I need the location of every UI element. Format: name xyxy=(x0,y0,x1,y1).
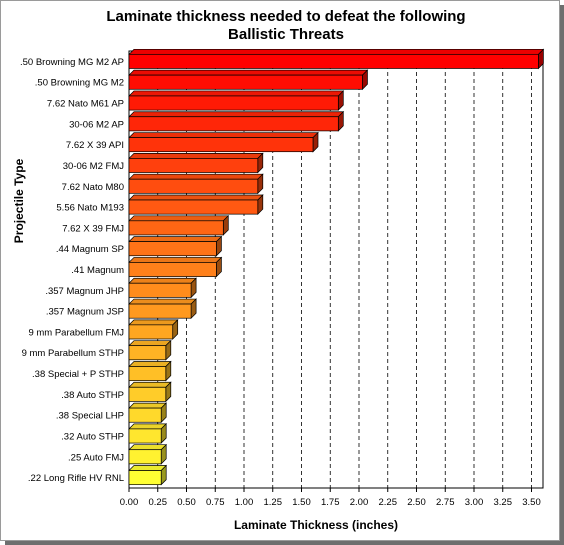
x-tick-labels: 0.00 0.25 0.50 0.75 1.00 1.25 1.50 1.75 2.00 2.25… xyxy=(120,488,541,508)
category-label: .50 Browning MG M2 AP xyxy=(20,57,124,68)
category-label: .22 Long Rifle HV RNL xyxy=(28,473,124,484)
x-tick-label: 0.00 xyxy=(120,497,139,508)
bar xyxy=(128,360,172,382)
category-label: .44 Magnum SP xyxy=(56,244,124,255)
category-label: .38 Special LHP xyxy=(56,411,124,422)
category-label: 7.62 X 39 FMJ xyxy=(62,223,124,234)
bar xyxy=(128,423,168,444)
bar xyxy=(128,48,545,70)
bar xyxy=(128,90,345,111)
bar xyxy=(128,319,179,340)
x-tick-label: 0.25 xyxy=(149,497,168,508)
bar xyxy=(128,131,319,153)
x-tick-label: 2.25 xyxy=(379,497,398,508)
bar xyxy=(128,256,223,278)
bar xyxy=(128,464,168,486)
x-tick-label: 3.50 xyxy=(522,497,541,508)
bar xyxy=(128,214,230,236)
category-label: 30-06 M2 AP xyxy=(69,119,124,130)
category-label: 5.56 Nato M193 xyxy=(56,203,124,214)
x-tick-label: 1.00 xyxy=(235,497,254,508)
bar xyxy=(128,339,172,361)
category-label: .25 Auto FMJ xyxy=(68,452,124,463)
category-label: .50 Browning MG M2 xyxy=(35,78,124,89)
category-label: .357 Magnum JSP xyxy=(46,307,124,318)
category-label: .41 Magnum xyxy=(71,265,124,276)
bar-chart: Laminate thickness needed to defeat the … xyxy=(12,8,545,532)
bar xyxy=(128,110,345,132)
bar xyxy=(128,402,168,424)
x-tick-label: 1.75 xyxy=(321,497,340,508)
bar xyxy=(128,443,168,465)
bar xyxy=(128,152,264,174)
bars xyxy=(128,48,545,486)
bar xyxy=(128,235,223,257)
bar xyxy=(128,381,172,403)
category-label: .32 Auto STHP xyxy=(61,431,124,442)
chart-title-line-1: Laminate thickness needed to defeat the … xyxy=(106,8,465,25)
chart-title-line-2: Ballistic Threats xyxy=(228,26,344,43)
bar xyxy=(128,69,369,91)
x-tick-label: 2.75 xyxy=(436,497,455,508)
category-label: .357 Magnum JHP xyxy=(45,286,124,297)
y-axis-title: Projectile Type xyxy=(12,158,26,243)
bar xyxy=(128,194,264,215)
x-tick-label: 3.25 xyxy=(494,497,513,508)
bar xyxy=(128,298,197,320)
category-label: .38 Auto STHP xyxy=(61,390,124,401)
category-label: 7.62 Nato M80 xyxy=(62,182,124,193)
category-label: 9 mm Parabellum STHP xyxy=(22,348,124,359)
x-axis-title: Laminate Thickness (inches) xyxy=(234,518,398,532)
category-label: 9 mm Parabellum FMJ xyxy=(28,327,124,338)
bar xyxy=(128,173,264,195)
category-labels: .50 Browning MG M2 AP .50 Browning MG M2 7… xyxy=(20,57,124,484)
x-tick-label: 0.50 xyxy=(177,497,196,508)
category-label: 30-06 M2 FMJ xyxy=(63,161,124,172)
x-tick-label: 3.00 xyxy=(465,497,484,508)
x-tick-label: 2.50 xyxy=(407,497,426,508)
category-label: .38 Special + P STHP xyxy=(32,369,124,380)
bar xyxy=(128,277,197,299)
category-label: 7.62 Nato M61 AP xyxy=(47,99,124,110)
x-tick-label: 1.25 xyxy=(264,497,283,508)
x-tick-label: 2.00 xyxy=(350,497,369,508)
category-label: 7.62 X 39 API xyxy=(66,140,124,151)
x-tick-label: 0.75 xyxy=(206,497,225,508)
x-tick-label: 1.50 xyxy=(292,497,311,508)
